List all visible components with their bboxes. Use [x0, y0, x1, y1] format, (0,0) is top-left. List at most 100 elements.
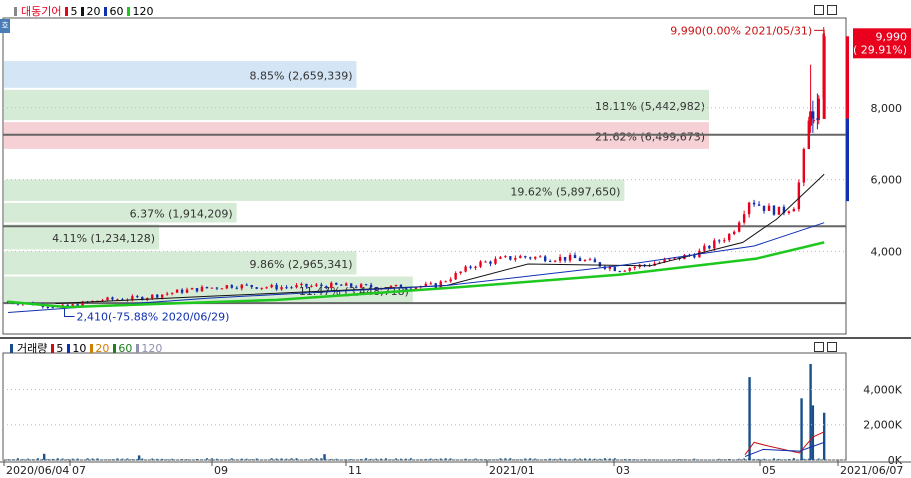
close-price-pane-button[interactable]	[827, 5, 837, 15]
volume-bar	[569, 459, 572, 460]
volume-bar	[763, 458, 766, 460]
side-toggle-button[interactable]: 호	[0, 19, 10, 33]
candle-body	[116, 299, 119, 301]
ma-legend-5[interactable]: 5	[65, 5, 77, 18]
volume-bar	[678, 458, 681, 460]
volume-bar	[464, 458, 467, 460]
candle-body	[792, 209, 796, 212]
candle-body	[300, 283, 303, 286]
candle-body	[151, 294, 154, 299]
candle-body	[225, 285, 229, 289]
candle-body	[459, 271, 462, 274]
candle-body	[61, 304, 64, 306]
candle-body	[608, 267, 612, 269]
ma-legend-120[interactable]: 120	[127, 5, 153, 18]
close-volume-pane-button[interactable]	[827, 342, 837, 352]
candle-body	[424, 283, 428, 287]
candle-body	[494, 258, 497, 264]
price-range-down	[846, 118, 849, 202]
volume-bar	[31, 459, 34, 460]
candle-body	[728, 234, 731, 241]
candle-body	[101, 300, 104, 302]
candle-body	[404, 288, 408, 290]
candle-body	[593, 259, 597, 263]
date-tick-label: 2021/01	[489, 464, 535, 477]
volume-bar	[101, 459, 104, 460]
profile-bar	[4, 61, 357, 88]
swatch	[136, 343, 140, 353]
candle-body	[260, 287, 263, 289]
candle-body	[369, 284, 373, 288]
volume-bar	[499, 458, 502, 460]
volume-bar	[205, 458, 208, 460]
volume-bar	[424, 458, 427, 460]
volume-bar	[419, 459, 422, 460]
volume-spike	[800, 398, 803, 460]
volume-bar	[235, 459, 238, 460]
ma-legend-20[interactable]: 20	[81, 5, 100, 18]
label: 5	[70, 4, 78, 18]
candle-body	[787, 211, 791, 213]
candle-body	[106, 297, 109, 301]
candle-body	[265, 287, 268, 289]
candle-body	[131, 296, 134, 300]
candle-body	[290, 287, 293, 289]
volume-bar	[693, 458, 696, 460]
candle-body	[325, 286, 328, 289]
volume-title: 거래량	[17, 342, 48, 355]
candle-body	[623, 270, 626, 272]
candle-body	[454, 273, 457, 280]
candle-body	[156, 294, 159, 298]
ma-legend-60[interactable]: 60	[104, 5, 123, 18]
candle-body	[245, 284, 248, 286]
volume-bar	[275, 458, 278, 460]
volume-bar	[51, 458, 54, 460]
candle-body	[568, 255, 572, 261]
volume-bar	[330, 458, 333, 460]
date-tick-label: 07	[72, 464, 86, 477]
candle-body	[399, 284, 403, 289]
candle-body	[46, 307, 49, 309]
volume-bar	[385, 458, 388, 460]
volume-bar	[280, 458, 283, 460]
volume-bar	[111, 459, 114, 460]
current-price-change: ( 29.91%)	[853, 43, 907, 56]
volume-pane	[2, 352, 847, 461]
maximize-volume-pane-button[interactable]	[814, 342, 824, 352]
maximize-price-pane-button[interactable]	[814, 5, 824, 15]
vol-ma-legend-20[interactable]: 20	[90, 342, 109, 355]
vol-ma-legend-10[interactable]: 10	[67, 342, 86, 355]
volume-bar	[16, 458, 19, 460]
volume-bar	[171, 458, 174, 460]
candle-body	[414, 287, 418, 290]
volume-bar	[753, 459, 756, 460]
profile-label: 18.11% (5,442,982)	[595, 100, 705, 113]
volume-bar	[36, 458, 39, 460]
vol-ma-legend-60[interactable]: 60	[113, 342, 132, 355]
candle-body	[350, 283, 353, 287]
candle-body	[66, 304, 69, 307]
swatch	[65, 6, 69, 16]
candle-body	[81, 301, 84, 307]
date-tick-label: 09	[214, 464, 228, 477]
volume-bar	[345, 459, 348, 460]
candle-body	[285, 287, 288, 289]
candle-body	[484, 261, 487, 263]
candle-body	[111, 297, 114, 300]
volume-bar	[380, 458, 383, 460]
label: 60	[118, 341, 133, 355]
volume-bar	[196, 458, 199, 460]
candle-body	[320, 284, 323, 287]
price-tick-label: 4,000	[871, 245, 903, 258]
swatch	[81, 6, 85, 16]
low-annotation: 2,410(-75.88% 2020/06/29)	[77, 311, 230, 324]
profile-bar	[4, 251, 357, 275]
date-tick-label: 2020/06/04	[6, 464, 69, 477]
vol-ma-legend-120[interactable]: 120	[136, 342, 162, 355]
volume-bar	[409, 458, 412, 460]
volume-bar	[76, 458, 79, 460]
candle-body	[439, 281, 442, 288]
candle-body	[409, 288, 413, 290]
vol-ma-legend-5[interactable]: 5	[51, 342, 63, 355]
high-annotation: 9,990(0.00% 2021/05/31)	[670, 24, 812, 37]
